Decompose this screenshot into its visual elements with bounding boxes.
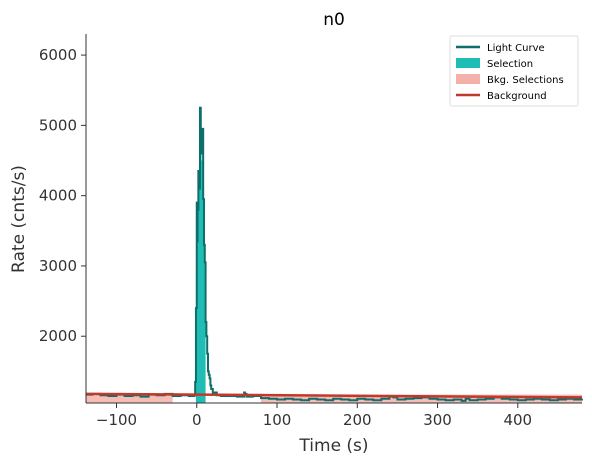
background-line <box>85 392 583 399</box>
legend-label: Light Curve <box>487 43 545 54</box>
y-tick-label: 6000 <box>39 46 77 64</box>
y-axis-label: Rate (cnts/s) <box>9 165 29 273</box>
legend-box <box>449 35 579 107</box>
y-tick-label: 2000 <box>39 327 77 345</box>
legend-swatch <box>456 74 480 84</box>
y-tick-label: 3000 <box>39 257 77 275</box>
legend: Light Curve Selection Bkg. Selections Backg… <box>449 35 579 107</box>
bkg-selection-region-0 <box>86 394 173 403</box>
legend-label: Bkg. Selections <box>487 75 564 86</box>
legend-swatch <box>456 58 480 68</box>
legend-label: Selection <box>487 59 533 70</box>
x-tick-label: −100 <box>96 411 137 429</box>
x-ticks: −100 0 100 200 300 400 <box>96 403 532 429</box>
y-tick-label: 4000 <box>39 187 77 205</box>
x-tick-label: 200 <box>343 411 372 429</box>
axes <box>85 34 582 404</box>
x-tick-label: 0 <box>192 411 202 429</box>
y-ticks: 2000 3000 4000 5000 6000 <box>39 46 86 345</box>
legend-label: Background <box>487 91 547 102</box>
chart-title: n0 <box>323 10 345 30</box>
x-axis-label: Time (s) <box>298 436 368 456</box>
y-tick-label: 5000 <box>39 116 77 134</box>
plot-area <box>85 106 583 404</box>
x-tick-label: 100 <box>263 411 292 429</box>
x-tick-label: 300 <box>423 411 452 429</box>
x-tick-label: 400 <box>503 411 532 429</box>
light-curve-line <box>86 106 583 402</box>
